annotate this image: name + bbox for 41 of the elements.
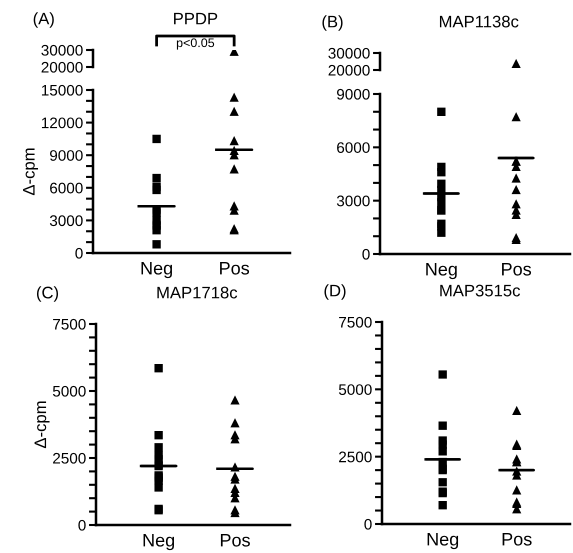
x-tick-label: Neg <box>426 262 457 280</box>
y-axis-title: Δ-cpm <box>23 148 38 196</box>
y-tick-label: 5000 <box>52 386 86 397</box>
y-axis-title: Δ-cpm <box>34 402 50 448</box>
y-tick-label: 5000 <box>338 384 372 396</box>
x-tick-label: Neg <box>142 262 172 278</box>
y-tick-label: 9000 <box>337 88 370 100</box>
y-tick-label: 6000 <box>50 182 83 194</box>
y-tick-label: 3000 <box>336 196 370 206</box>
y-tick-label: 9000 <box>50 150 83 161</box>
x-tick-label: Neg <box>144 534 174 550</box>
text: (C) <box>36 286 58 302</box>
x-tick-label: Neg <box>428 532 458 550</box>
x-tick-label: Pos <box>502 532 532 546</box>
x-tick-label: Pos <box>220 262 250 275</box>
y-tick-label: 3000 <box>50 215 83 226</box>
text: p<0.05 <box>176 38 214 50</box>
chart-title: MAP1138c <box>440 16 518 28</box>
y-tick-label: 0 <box>78 520 86 531</box>
text: (D) <box>324 284 346 300</box>
y-tick-label: 30000 <box>328 48 370 59</box>
y-tick-label: 2500 <box>339 452 372 462</box>
chart-title: MAP3515c <box>440 284 520 296</box>
y-tick-label: 20000 <box>42 62 83 73</box>
y-tick-label: 0 <box>362 248 370 260</box>
chart-title: PPDP <box>174 12 218 24</box>
x-tick-label: Pos <box>502 262 532 276</box>
y-tick-label: 7500 <box>53 318 86 330</box>
y-tick-label: 0 <box>364 518 372 530</box>
text: (B) <box>322 15 343 31</box>
y-tick-label: 2500 <box>53 452 86 464</box>
y-tick-label: 7500 <box>339 316 372 328</box>
chart-title: MAP1718c <box>157 286 238 298</box>
y-tick-label: 6000 <box>337 142 370 154</box>
x-tick-label: Pos <box>220 534 250 547</box>
y-tick-label: 30000 <box>41 44 83 56</box>
text: (A) <box>34 12 54 28</box>
y-tick-label: 20000 <box>328 64 370 76</box>
y-tick-label: 0 <box>75 248 83 259</box>
y-tick-label: 12000 <box>42 117 83 128</box>
y-tick-label: 15000 <box>42 84 83 96</box>
